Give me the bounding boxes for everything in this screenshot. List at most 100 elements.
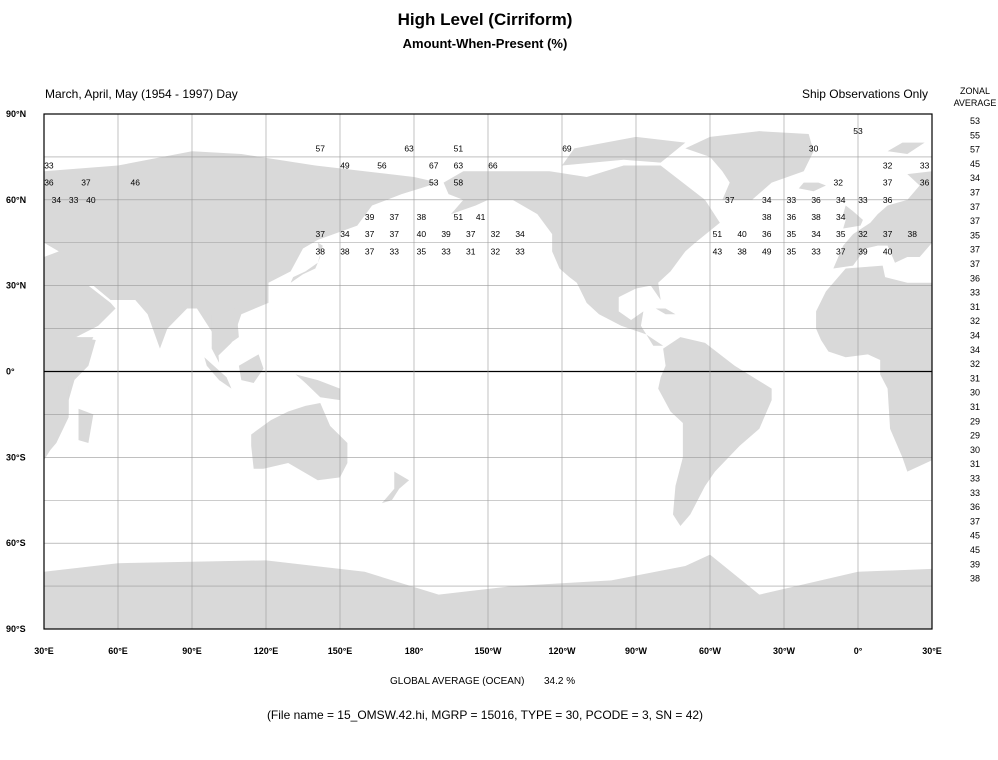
zonal-average-value: 37 [970,188,980,198]
cell-value: 40 [737,229,747,239]
cell-value: 34 [811,229,821,239]
cell-value: 36 [44,178,54,188]
zonal-average-value: 29 [970,431,980,441]
zonal-average-value: 37 [970,516,980,526]
cell-value: 34 [836,212,846,222]
cell-value: 33 [390,246,400,256]
cell-value: 40 [86,195,96,205]
cell-value: 37 [883,229,893,239]
zonal-average-value: 31 [970,402,980,412]
longitude-label: 0° [854,646,863,656]
cell-value: 63 [454,161,464,171]
zonal-average-value: 34 [970,331,980,341]
cell-value: 58 [454,178,464,188]
cell-value: 34 [340,229,350,239]
map-border [43,113,933,630]
cell-value: 32 [491,229,501,239]
cell-value: 38 [417,212,427,222]
global-average-label: GLOBAL AVERAGE (OCEAN) [390,676,525,687]
latitude-label: 90°N [6,109,26,119]
cell-value: 57 [316,143,326,153]
cell-value: 40 [417,229,427,239]
longitude-label: 60°W [699,646,722,656]
cell-value: 35 [417,246,427,256]
longitude-label: 150°W [474,646,502,656]
longitude-label: 90°E [182,646,202,656]
longitude-label: 150°E [328,646,353,656]
cell-value: 36 [762,229,772,239]
season-label: March, April, May (1954 - 1997) Day [45,87,238,101]
cell-value: 33 [515,246,525,256]
new-guinea-island [295,374,340,401]
indochina-land [211,308,239,363]
iceland-island [798,182,826,192]
cell-value: 38 [762,212,772,222]
cell-value: 37 [365,229,375,239]
zonal-average-column: 53 55 57 45 34 37 37 37 35 37 37 36 33 31 32 34 34 32 31 30… [970,116,980,584]
cell-value: 32 [858,229,868,239]
cell-value: 51 [454,212,464,222]
svalbard-islands [887,142,925,155]
cell-value: 37 [725,195,735,205]
cell-value: 34 [762,195,772,205]
latitude-label: 30°N [6,281,26,291]
africa-landmass-east [44,279,96,461]
zonal-average-value: 37 [970,259,980,269]
cell-value: 38 [737,246,747,256]
cell-value: 51 [713,229,723,239]
longitude-label: 180° [405,646,424,656]
longitude-label: 30°E [34,646,54,656]
arabia-landmass [56,285,116,338]
longitude-label: 90°W [625,646,648,656]
cell-value: 34 [52,195,62,205]
zonal-average-value: 53 [970,116,980,126]
cell-value: 35 [787,246,797,256]
cell-value: 33 [69,195,79,205]
africa-landmass-west [816,265,932,472]
zonal-average-value: 33 [970,488,980,498]
zonal-average-value: 31 [970,373,980,383]
cell-value: 34 [836,195,846,205]
cell-value: 63 [404,143,414,153]
latitude-label: 30°S [6,452,26,462]
north-america-landmass [443,165,720,346]
zonal-average-value: 38 [970,574,980,584]
zonal-average-value: 34 [970,173,980,183]
cell-value: 49 [762,246,772,256]
zonal-average-value: 30 [970,445,980,455]
zonal-average-value: 45 [970,531,980,541]
madagascar-island [78,408,94,444]
zonal-average-value: 55 [970,130,980,140]
zonal-average-value: 37 [970,202,980,212]
latitude-label: 60°N [6,195,26,205]
cell-value: 37 [81,178,91,188]
zonal-average-value: 37 [970,216,980,226]
cell-value: 37 [390,212,400,222]
borneo-island [238,354,264,383]
sumatra-island [204,357,232,389]
zonal-average-value: 36 [970,502,980,512]
south-america-landmass [658,337,772,526]
latitude-label: 0° [6,367,15,377]
map-frame [43,113,933,630]
latitude-label: 90°S [6,624,26,634]
longitude-label: 30°E [922,646,942,656]
cell-value: 51 [454,143,464,153]
cuba-island [650,308,676,315]
cell-value: 39 [365,212,375,222]
file-info: (File name = 15_OMSW.42.hi, MGRP = 15016… [266,708,704,722]
zonal-average-value: 31 [970,302,980,312]
cell-value: 32 [491,246,501,256]
zonal-average-value: 32 [970,359,980,369]
cell-value: 33 [920,161,930,171]
cell-value: 66 [488,161,498,171]
cell-value: 33 [441,246,451,256]
latitude-label: 60°S [6,538,26,548]
cell-value: 35 [836,229,846,239]
zonal-average-value: 36 [970,273,980,283]
lat-lon-grid [44,114,932,629]
cell-value: 53 [429,178,439,188]
zonal-average-value: 29 [970,416,980,426]
arctic-islands-canada [562,136,686,166]
